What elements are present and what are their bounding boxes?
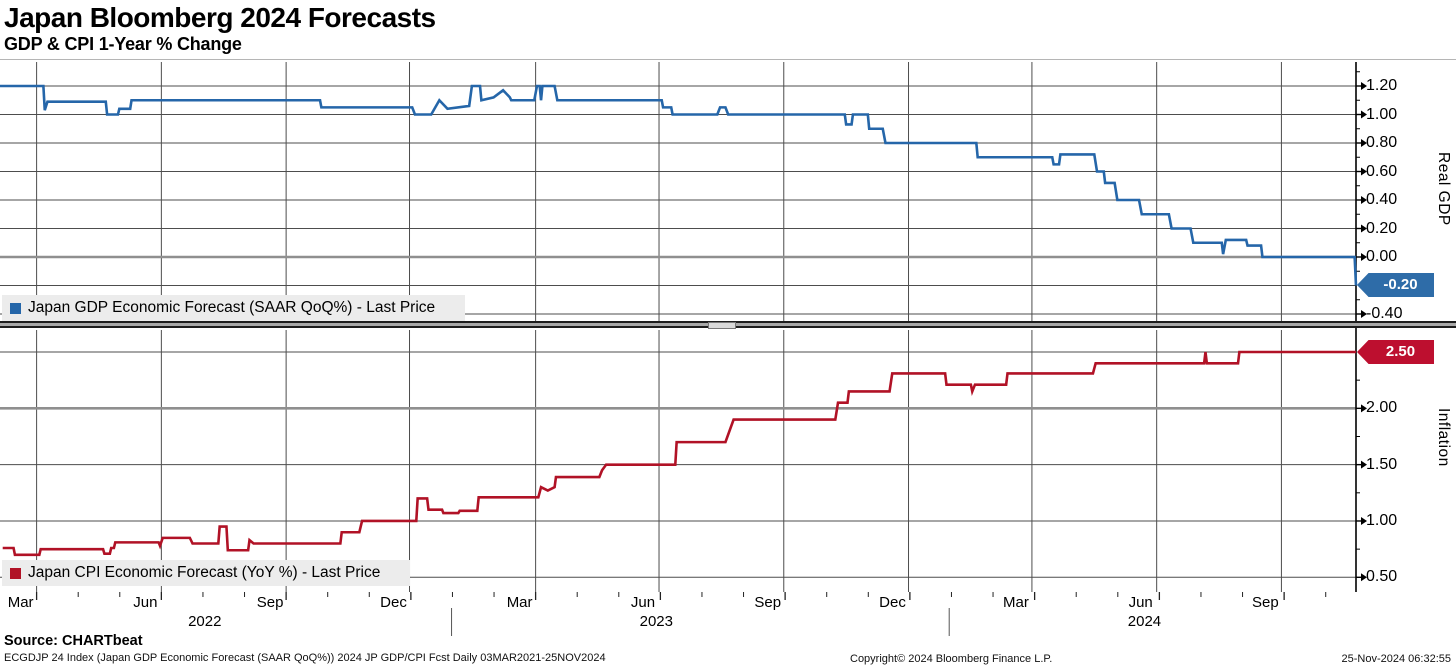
cpi-legend-swatch-icon <box>10 567 21 579</box>
gdp-axis-title: Real GDP <box>1435 152 1452 226</box>
y-axis-tick-arrow-icon <box>1361 573 1367 582</box>
separator-drag-handle[interactable] <box>708 322 736 329</box>
legend-gdp[interactable]: Japan GDP Economic Forecast (SAAR QoQ%) … <box>2 295 466 321</box>
gdp-last-price-tag[interactable]: -0.20 <box>1357 273 1434 297</box>
y-axis-tick-arrow-icon <box>1361 460 1367 469</box>
y-axis-tick-arrow-icon <box>1361 404 1367 413</box>
y-axis-tick-arrow-icon <box>1361 139 1367 147</box>
gdp-line <box>0 84 1358 286</box>
source-text: Source: CHARTbeat <box>4 633 143 649</box>
y-axis-tick-arrow-icon <box>1361 253 1367 261</box>
y-axis-tick-arrow-icon <box>1361 196 1367 204</box>
y-axis-tick-arrow-icon <box>1361 224 1367 233</box>
index-description: ECGDJP 24 Index (Japan GDP Economic Fore… <box>4 652 606 664</box>
gdp-legend-swatch-icon <box>10 302 21 314</box>
gdp-legend-label: Japan GDP Economic Forecast (SAAR QoQ%) … <box>28 299 436 316</box>
legend-cpi[interactable]: Japan CPI Economic Forecast (YoY %) - La… <box>2 560 411 586</box>
panel-separator <box>0 321 1456 329</box>
copyright-text: Copyright© 2024 Bloomberg Finance L.P. <box>850 653 1053 665</box>
cpi-last-price-tag[interactable]: 2.50 <box>1357 340 1434 364</box>
cpi-axis-title: Inflation <box>1435 408 1452 467</box>
page-subtitle: GDP & CPI 1-Year % Change <box>4 34 242 54</box>
y-axis-tick-arrow-icon <box>1361 516 1367 525</box>
header-divider <box>0 59 1456 60</box>
y-axis-tick-arrow-icon <box>1361 167 1367 176</box>
y-axis-tick-arrow-icon <box>1361 82 1367 90</box>
cpi-legend-label: Japan CPI Economic Forecast (YoY %) - La… <box>28 564 381 581</box>
timestamp-text: 25-Nov-2024 06:32:55 <box>1341 653 1451 665</box>
y-axis-tick-arrow-icon <box>1361 110 1367 119</box>
cpi-line <box>2 350 1356 557</box>
page-title: Japan Bloomberg 2024 Forecasts <box>4 2 436 33</box>
y-axis-tick-arrow-icon <box>1361 310 1367 318</box>
